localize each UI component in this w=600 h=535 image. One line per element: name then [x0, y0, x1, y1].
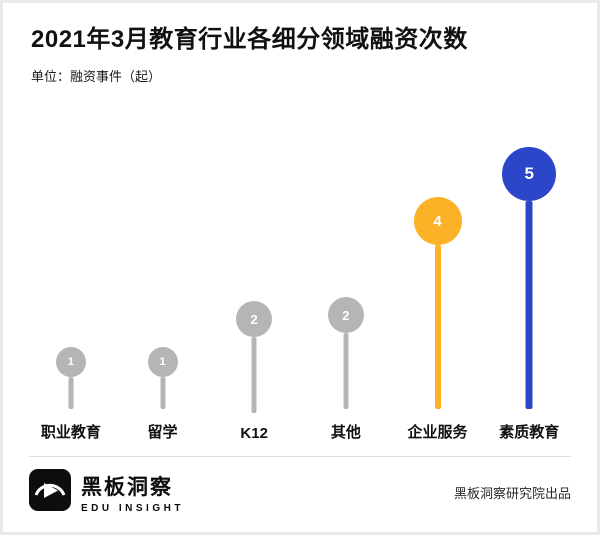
- value-bubble: 1: [55, 347, 86, 377]
- lollipop-企业服务: 4 企业服务: [392, 114, 484, 446]
- value-bubble: 2: [236, 301, 273, 337]
- lollipop-plot: 2: [208, 118, 300, 413]
- lollipop-stem: [525, 201, 533, 409]
- lollipop-stem: [434, 245, 441, 409]
- lollipop-plot: 4: [392, 114, 484, 409]
- lollipop-plot: 1: [25, 114, 117, 409]
- brand-subtitle: EDU INSIGHT: [81, 503, 184, 514]
- header: 2021年3月教育行业各细分领域融资次数 单位：融资事件（起）: [3, 3, 597, 85]
- lollipop-stem: [68, 377, 74, 409]
- lollipop-chart: 1 职业教育 1 留学 2 K12 2 其他 4 企业服务 5 素质教育: [3, 85, 597, 446]
- credit-text: 黑板洞察研究院出品: [453, 486, 571, 501]
- value-bubble: 2: [327, 297, 364, 333]
- lollipop-plot: 1: [117, 114, 209, 409]
- brand-text: 黑板洞察 EDU INSIGHT: [81, 471, 184, 514]
- lollipop-职业教育: 1 职业教育: [25, 114, 117, 446]
- brand-logo: 黑板洞察 EDU INSIGHT: [29, 469, 184, 516]
- lollipop-其他: 2 其他: [300, 114, 392, 446]
- category-label: 企业服务: [407, 424, 468, 441]
- category-label: 其他: [330, 424, 361, 441]
- value-bubble: 1: [147, 347, 178, 377]
- value-bubble: 4: [413, 197, 462, 245]
- lollipop-素质教育: 5 素质教育: [483, 114, 575, 446]
- edu-insight-logo-icon: [29, 469, 71, 516]
- lollipop-stem: [343, 333, 349, 409]
- lollipop-K12: 2 K12: [208, 118, 300, 446]
- lollipop-plot: 5: [483, 114, 575, 409]
- category-label: 素质教育: [499, 424, 560, 441]
- lollipop-stem: [251, 337, 257, 413]
- lollipop-stem: [160, 377, 165, 409]
- page-title: 2021年3月教育行业各细分领域融资次数: [31, 26, 468, 53]
- category-label: K12: [240, 425, 268, 442]
- unit-label: 单位：融资事件（起）: [31, 69, 162, 84]
- lollipop-留学: 1 留学: [117, 114, 209, 446]
- value-bubble: 5: [502, 147, 557, 201]
- footer: 黑板洞察 EDU INSIGHT 黑板洞察研究院出品: [3, 457, 597, 532]
- brand-name: 黑板洞察: [81, 476, 173, 499]
- category-label: 职业教育: [40, 424, 101, 441]
- lollipop-plot: 2: [300, 114, 392, 409]
- category-label: 留学: [147, 424, 178, 441]
- footer-divider: [29, 456, 571, 457]
